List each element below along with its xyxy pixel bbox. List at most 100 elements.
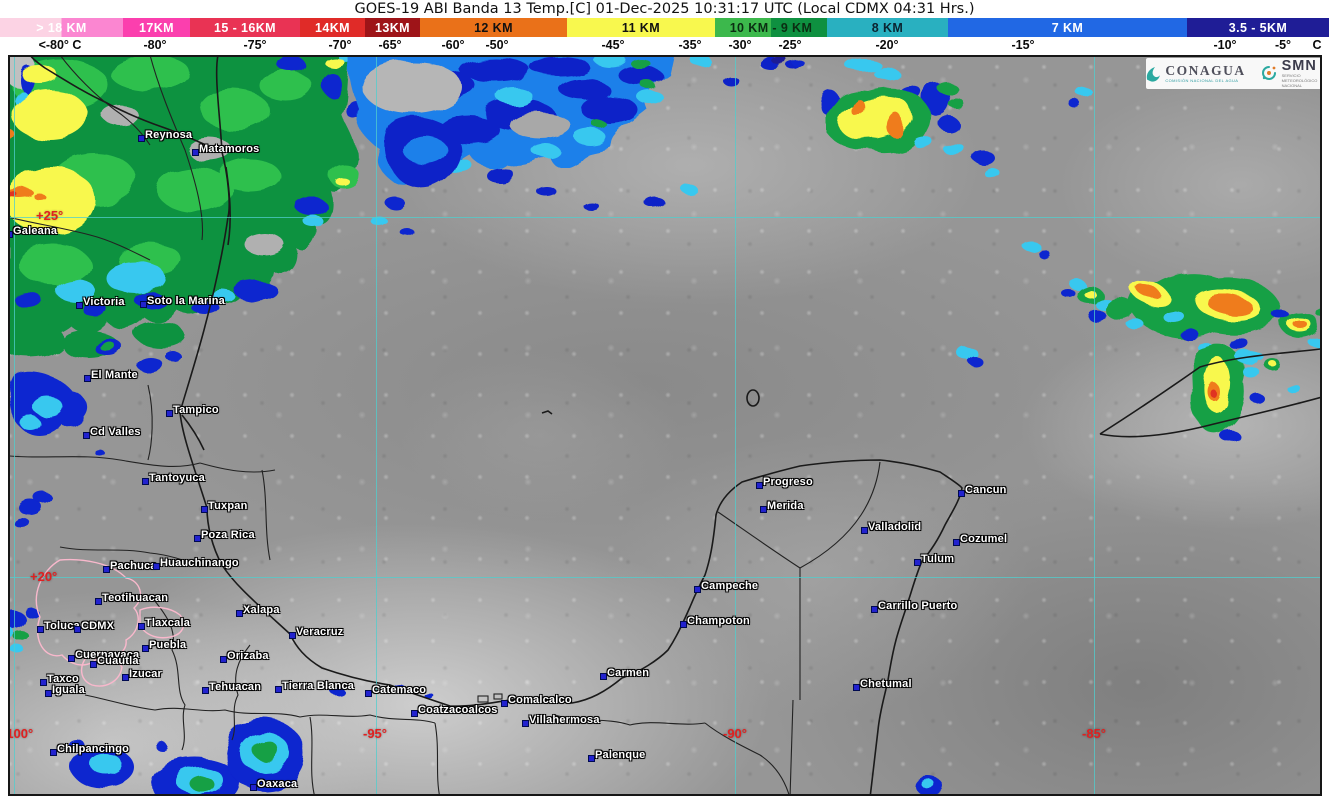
city-label: Matamoros	[199, 143, 260, 155]
city-marker	[95, 598, 102, 605]
temp-label: -45°	[601, 38, 625, 52]
city-label: CDMX	[81, 620, 115, 632]
scale-segment-0: > 18 KM	[0, 18, 123, 37]
city-marker	[138, 623, 145, 630]
city-marker	[958, 490, 965, 497]
smn-wordmark: SMN	[1281, 57, 1317, 74]
agency-logos: CONAGUA COMISIÓN NACIONAL DEL AGUA SMN S…	[1146, 58, 1327, 89]
conagua-subtitle: COMISIÓN NACIONAL DEL AGUA	[1165, 77, 1239, 83]
city-marker	[76, 302, 83, 309]
city-marker	[140, 301, 147, 308]
city-marker	[45, 690, 52, 697]
city-marker	[194, 535, 201, 542]
city-marker	[760, 506, 767, 513]
city-marker	[40, 679, 47, 686]
city-label: Progreso	[763, 476, 813, 488]
city-label: Cozumel	[960, 533, 1008, 545]
city-label: Oaxaca	[257, 778, 298, 790]
city-marker	[250, 784, 257, 791]
city-label: Soto la Marina	[147, 295, 225, 307]
city-marker	[122, 674, 129, 681]
city-label: Tulum	[921, 553, 955, 565]
city-label: Taxco	[47, 673, 79, 685]
city-marker	[192, 149, 199, 156]
city-marker	[600, 673, 607, 680]
scale-segment-9: 7 KM	[948, 18, 1187, 37]
grid-line-vertical	[14, 57, 15, 794]
city-marker	[365, 690, 372, 697]
city-marker	[142, 645, 149, 652]
city-marker	[90, 661, 97, 668]
scale-segment-1: 17KM	[123, 18, 190, 37]
grid-line-vertical	[735, 57, 736, 794]
midleft-blue-cluster	[0, 338, 180, 654]
conagua-logo: CONAGUA COMISIÓN NACIONAL DEL AGUA	[1145, 64, 1245, 83]
city-label: Catemaco	[372, 684, 427, 696]
city-label: Reynosa	[145, 129, 193, 141]
temp-label: -60°	[441, 38, 465, 52]
city-marker	[153, 563, 160, 570]
city-label: Veracruz	[296, 626, 344, 638]
coastline-border-layer	[0, 55, 1329, 798]
city-label: El Mante	[91, 369, 138, 381]
temp-label: -10°	[1213, 38, 1237, 52]
city-label: Tierra Blanca	[282, 680, 355, 692]
city-marker	[84, 375, 91, 382]
city-marker	[588, 755, 595, 762]
temp-label: -80°	[143, 38, 167, 52]
scale-segment-6: 11 KM	[567, 18, 715, 37]
temp-label: -15°	[1011, 38, 1035, 52]
city-label: Tampico	[173, 404, 219, 416]
city-label: Xalapa	[243, 604, 280, 616]
city-marker	[202, 687, 209, 694]
city-marker	[522, 720, 529, 727]
city-label: Poza Rica	[201, 529, 255, 541]
city-label: Teotihuacan	[102, 592, 169, 604]
city-label: Chilpancingo	[57, 743, 130, 755]
scale-segment-7: 10 KM - 9 KM	[715, 18, 827, 37]
conagua-wave-icon	[1147, 66, 1161, 82]
coord-label: +20°	[30, 569, 58, 584]
city-label: Victoria	[83, 296, 125, 308]
city-marker	[914, 559, 921, 566]
grid-line-vertical	[1094, 57, 1095, 794]
temp-label: -70°	[328, 38, 352, 52]
city-label: Orizaba	[227, 650, 269, 662]
coord-label: +25°	[36, 208, 64, 223]
city-marker	[756, 482, 763, 489]
scale-segment-10: 3.5 - 5KM	[1187, 18, 1329, 37]
city-label: Palenque	[595, 749, 646, 761]
city-label: Carmen	[607, 667, 650, 679]
city-label: Cuernavaca	[75, 649, 140, 661]
coord-label: -85°	[1082, 726, 1106, 741]
top-center-blue-swath	[348, 55, 802, 237]
temp-label: -25°	[778, 38, 802, 52]
city-label: Champoton	[687, 615, 750, 627]
city-label: Tehuacan	[209, 681, 262, 693]
city-marker	[236, 610, 243, 617]
city-marker	[275, 686, 282, 693]
city-marker	[74, 626, 81, 633]
conagua-wordmark: CONAGUA	[1165, 63, 1246, 79]
grid-line-horizontal	[10, 577, 1320, 578]
city-label: Comalcalco	[508, 694, 572, 706]
city-label: Valladolid	[868, 521, 922, 533]
grid-line-vertical	[376, 57, 377, 794]
temp-label: <-80° C	[38, 38, 82, 52]
scale-segment-3: 14KM	[300, 18, 365, 37]
city-marker	[138, 135, 145, 142]
city-label: Cancun	[965, 484, 1007, 496]
city-label: Chetumal	[860, 678, 912, 690]
city-label: Carrillo Puerto	[878, 600, 958, 612]
coord-label: -95°	[363, 726, 387, 741]
smn-logo: SMN SERVICIO METEOROLÓGICO NACIONAL	[1260, 59, 1328, 89]
city-label: Coatzacoalcos	[418, 704, 498, 716]
satellite-map: +25° +20° -100° -95° -90° -85° Reynosa Matamor…	[0, 55, 1329, 804]
cloud-height-color-scale: > 18 KM 17KM 15 - 16KM 14KM 13KM 12 KM 11 KM 10…	[0, 18, 1329, 37]
city-label: Pachuca	[110, 560, 157, 572]
scale-segment-5: 12 KM	[420, 18, 567, 37]
city-label: Cd Valles	[90, 426, 141, 438]
city-marker	[37, 626, 44, 633]
city-marker	[83, 432, 90, 439]
